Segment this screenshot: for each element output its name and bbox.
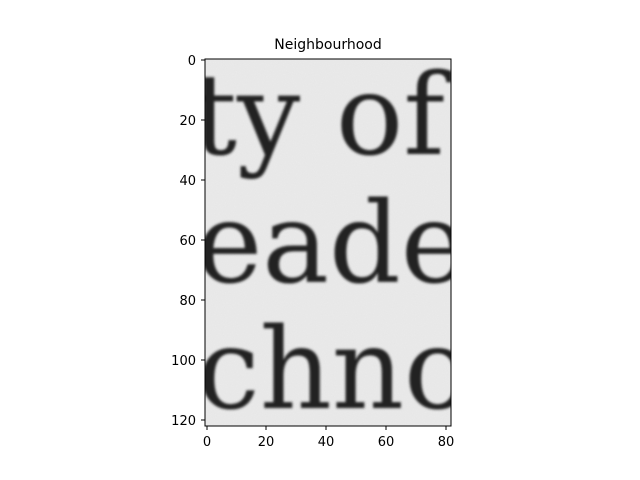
- x-tick-label: 80: [438, 435, 455, 450]
- x-tick-label: 40: [318, 435, 335, 450]
- y-axis: 0 20 40 60 80 100 120: [171, 54, 205, 429]
- paper-texture: [205, 59, 451, 426]
- text-line-3: chnol: [197, 305, 507, 435]
- y-tick-label: 40: [179, 174, 196, 189]
- text-line-1: ty of: [192, 51, 452, 181]
- y-tick-label: 60: [179, 234, 196, 249]
- x-axis: 0 20 40 60 80: [203, 426, 454, 450]
- axes-frame: [204, 58, 452, 427]
- x-tick-label: 0: [203, 435, 211, 450]
- plot-title: Neighbourhood: [274, 37, 381, 53]
- text-line-2: eader: [196, 179, 521, 309]
- x-tick-label: 60: [378, 435, 395, 450]
- y-tick-label: 120: [171, 414, 196, 429]
- y-tick-label: 20: [179, 114, 196, 129]
- x-tick-label: 20: [258, 435, 275, 450]
- y-tick-label: 100: [171, 354, 196, 369]
- grayscale-image: ty of eader chnol: [192, 51, 521, 435]
- y-tick-label: 80: [179, 294, 196, 309]
- y-tick-label: 0: [188, 54, 196, 69]
